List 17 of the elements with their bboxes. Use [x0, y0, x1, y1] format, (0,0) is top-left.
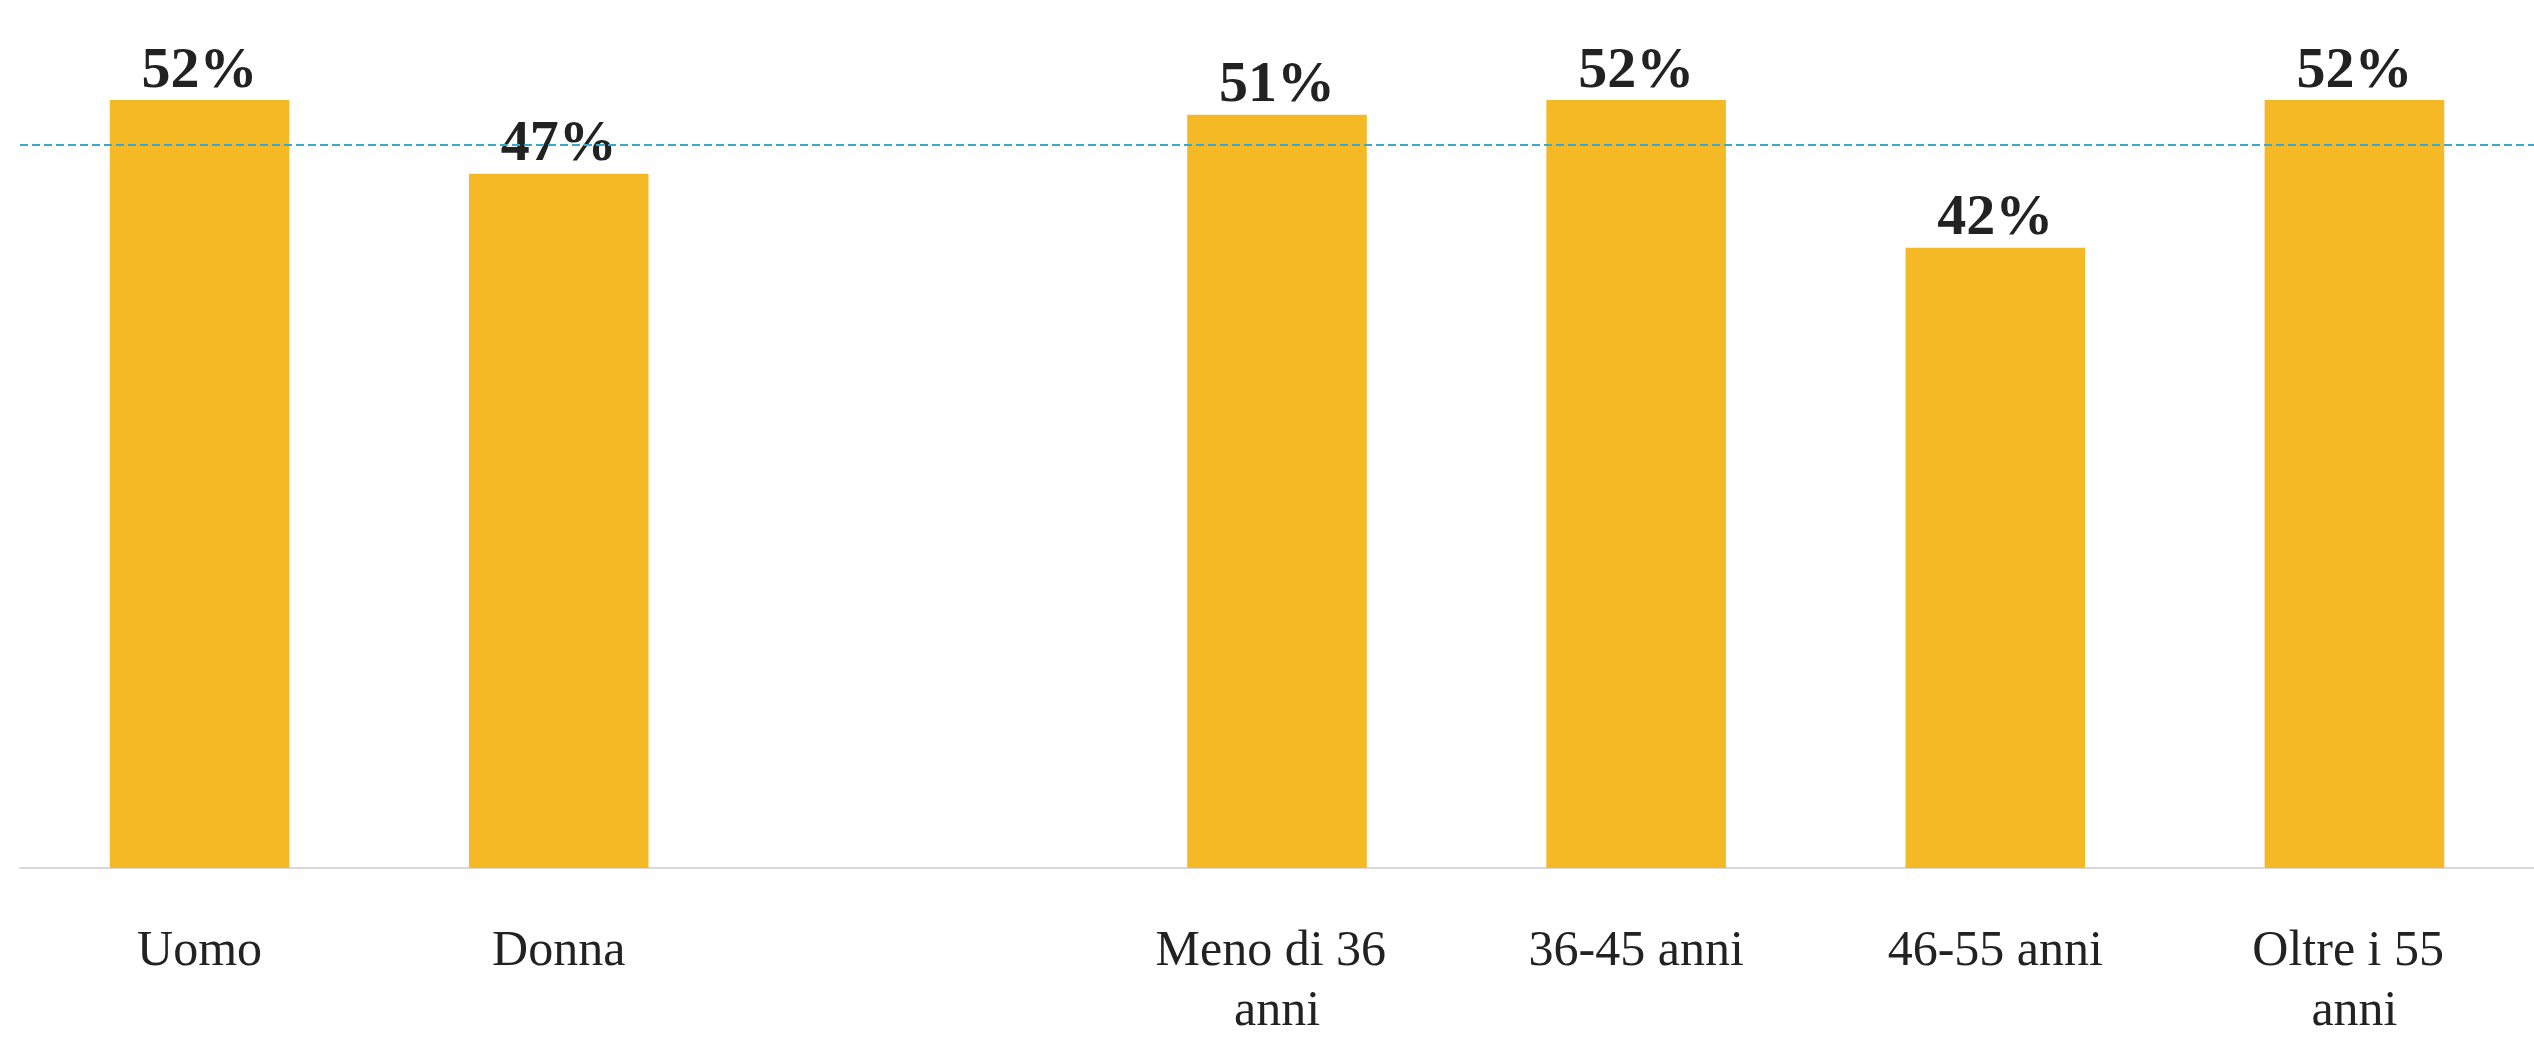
- data-label: 51%: [1219, 49, 1335, 115]
- bar: [1905, 247, 2086, 868]
- data-label: 42%: [1937, 182, 2054, 248]
- bar: [109, 100, 290, 868]
- bar: [1187, 114, 1367, 868]
- x-tick-label: 36-45 anni: [1528, 920, 1744, 976]
- x-tick-label: Oltre i 55 anni: [2252, 920, 2457, 1036]
- x-tick-label: Uomo: [137, 920, 263, 976]
- x-tick-label: Donna: [492, 920, 626, 976]
- bar: [1546, 100, 1726, 868]
- data-label: 52%: [1578, 34, 1695, 100]
- data-label: 52%: [2296, 34, 2413, 100]
- x-tick-label: 46-55 anni: [1887, 920, 2103, 976]
- x-tick-label: Meno di 36 anni: [1155, 920, 1399, 1036]
- data-label: 52%: [141, 34, 258, 100]
- bar: [468, 173, 649, 868]
- bar: [2264, 100, 2445, 868]
